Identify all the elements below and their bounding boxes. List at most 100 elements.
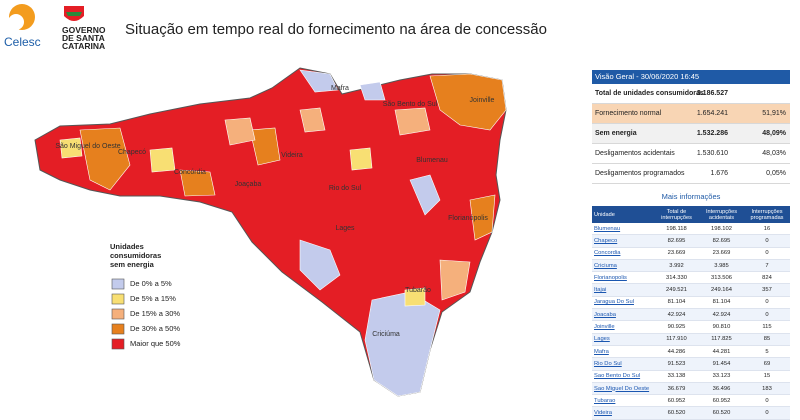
cell-value: 90.810 — [712, 324, 731, 331]
details-row: Criciuma 3.992 3.985 7 — [592, 259, 790, 273]
cell-value: 313.506 — [711, 274, 732, 281]
cell-value: 44.286 — [667, 348, 686, 355]
unit-link[interactable]: Itajai — [594, 287, 607, 294]
cell-value: 81.104 — [667, 299, 686, 306]
cell-value: 33.123 — [712, 373, 731, 380]
page: Celesc {"header": {"brand": "Celesc", "g… — [4, 4, 790, 420]
details-row: Mafra 44.286 44.281 5 — [592, 345, 790, 359]
unit-link[interactable]: Florianopolis — [594, 274, 627, 281]
unit-link[interactable]: Joacaba — [594, 311, 616, 318]
cell-value: 42.924 — [667, 311, 686, 318]
region — [59, 137, 83, 159]
details-row: Sao Miguel Do Oeste 36.679 36.496 183 — [592, 382, 790, 396]
legend-label: De 5% a 15% — [130, 294, 176, 303]
overview-row: Desligamentos programados 1.676 0,05% — [592, 164, 790, 184]
details-row: Blumenau 198.118 198.102 16 — [592, 223, 790, 236]
cell-value: 44.281 — [712, 348, 731, 355]
cell-value: 60.520 — [712, 410, 731, 417]
cell-value: 0 — [765, 250, 769, 257]
cell-value: 81.104 — [712, 299, 731, 306]
unit-link[interactable]: Rio Do Sul — [594, 360, 622, 367]
unit-link[interactable]: Criciuma — [594, 262, 617, 269]
map-view: Celesc GOVERNO DE SANTA CATARINA Situação … — [4, 4, 547, 397]
unit-link[interactable]: Jaragua Do Sul — [594, 299, 634, 306]
region — [149, 147, 176, 173]
city-label: Videira — [281, 152, 303, 159]
government-name: GOVERNO DE SANTA CATARINA — [62, 25, 106, 51]
region — [299, 69, 339, 93]
city-label: Criciúma — [372, 331, 400, 338]
region — [439, 259, 471, 301]
details-row: Tubarao 60.952 60.952 0 — [592, 395, 790, 408]
cell-value: 183 — [762, 385, 772, 392]
government-line: GOVERNO — [62, 25, 106, 35]
legend-swatch — [111, 278, 125, 290]
overview-row: Sem energia 1.532.286 48,09% — [592, 124, 790, 144]
cell-value: 3.985 — [714, 262, 729, 269]
details-row: Concordia 23.669 23.669 0 — [592, 247, 790, 260]
cell-value: 249.521 — [666, 287, 687, 294]
details-row: Florianopolis 314.330 313.506 824 — [592, 272, 790, 285]
legend-swatch — [111, 323, 125, 335]
cell-value: 91.523 — [667, 360, 686, 367]
region — [349, 147, 373, 171]
details-row: Chapeco 82.695 82.695 0 — [592, 235, 790, 248]
overview-label: Sem energia — [595, 130, 637, 137]
column-header: Interrupções programadas — [750, 208, 784, 221]
government-line: CATARINA — [62, 41, 105, 51]
unit-link[interactable]: Lages — [594, 336, 610, 343]
legend-swatch — [111, 338, 125, 350]
unit-link[interactable]: Tubarao — [594, 397, 616, 404]
screen: Celesc GOVERNO DE SANTA CATARINA Situação … — [4, 4, 790, 420]
column-header: Interrupções acidentais — [705, 208, 738, 221]
overview-label: Desligamentos programados — [595, 170, 685, 177]
overview-table: Total de unidades consumidoras 3.186.527 F… — [592, 84, 790, 184]
overview-value: 1.532.286 — [696, 130, 728, 137]
unit-link[interactable]: Sao Miguel Do Oeste — [594, 385, 650, 392]
unit-link[interactable]: Concordia — [594, 250, 621, 257]
cell-value: 5 — [765, 348, 769, 355]
cell-value: 60.952 — [712, 397, 731, 404]
cell-value: 16 — [763, 225, 771, 232]
unit-link[interactable]: Mafra — [594, 348, 609, 355]
region — [224, 117, 256, 146]
region — [299, 107, 326, 133]
cell-value: 314.330 — [666, 274, 687, 281]
column-header: Total de interrupções — [661, 208, 692, 221]
region — [394, 107, 431, 136]
state-map: Mafra São Bento do Sul Joinville São Miguel… — [34, 67, 507, 397]
unit-link[interactable]: Joinville — [594, 324, 615, 331]
overview-row: Fornecimento normal 1.654.241 51,91% — [592, 104, 790, 124]
city-label: Chapecó — [118, 149, 146, 156]
cell-value: 23.669 — [667, 250, 686, 257]
cell-value: 117.910 — [666, 336, 687, 343]
details-row: Sao Bento Do Sul 33.138 33.123 15 — [592, 370, 790, 383]
legend-label: Maior que 50% — [130, 339, 181, 348]
legend-label: De 30% a 50% — [130, 324, 180, 333]
city-label: São Miguel do Oeste — [55, 143, 120, 150]
unit-link[interactable]: Chapeco — [594, 237, 618, 244]
cell-value: 36.679 — [667, 385, 686, 392]
cell-value: 42.924 — [712, 311, 731, 318]
more-info-link[interactable]: Mais informações — [661, 192, 721, 201]
cell-value: 0 — [765, 397, 769, 404]
overview-value: 48,03% — [762, 150, 786, 157]
unit-link[interactable]: Blumenau — [594, 225, 621, 232]
city-label: São Bento do Sul — [383, 101, 438, 108]
overview-value: 3.186.527 — [696, 90, 728, 97]
overview-value: 1.676 — [710, 170, 728, 177]
cell-value: 90.925 — [667, 324, 686, 331]
details-row: Rio Do Sul 91.523 91.454 69 — [592, 358, 790, 371]
legend-swatch — [111, 293, 125, 305]
unit-link[interactable]: Videira — [594, 410, 612, 417]
unit-link[interactable]: Sao Bento Do Sul — [594, 373, 641, 380]
cell-value: 3.992 — [669, 262, 684, 269]
overview-value: 48,09% — [762, 130, 786, 137]
legend-title: consumidoras — [110, 251, 161, 260]
city-label: Florianópolis — [448, 215, 488, 222]
city-label: Joaçaba — [235, 181, 262, 188]
cell-value: 15 — [763, 373, 771, 380]
legend-title: sem energia — [110, 260, 155, 269]
logo-sun-cut — [8, 14, 24, 30]
info-panel: Visão Geral - 30/06/2020 16:45 Total de … — [592, 70, 790, 420]
